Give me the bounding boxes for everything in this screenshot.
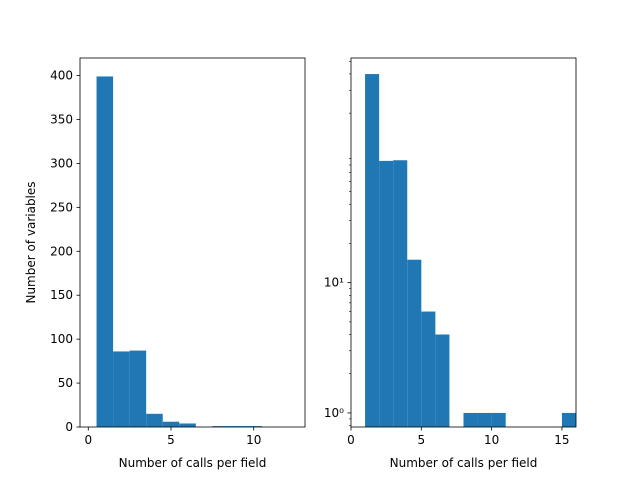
x-tick-label: 0	[347, 433, 355, 447]
histogram-bar	[146, 413, 163, 427]
histogram-bar	[162, 421, 180, 427]
x-tick-label: 5	[167, 433, 175, 447]
histogram-bar	[179, 423, 196, 427]
y-tick-label: 0	[65, 420, 73, 434]
histogram-bar	[129, 350, 147, 427]
x-tick-label: 5	[417, 433, 425, 447]
histogram-bar	[477, 412, 492, 427]
histogram-bar	[245, 426, 262, 427]
histogram-bar	[421, 311, 436, 427]
x-tick-label: 0	[84, 433, 92, 447]
histogram-log-panel: 0 5 10 15 10⁰ 10¹ Number of calls per field	[324, 57, 577, 470]
y-tick-label: 350	[50, 113, 73, 127]
log-x-axis-label: Number of calls per field	[390, 456, 538, 470]
linear-x-axis-label: Number of calls per field	[119, 456, 267, 470]
y-tick-label: 150	[50, 288, 73, 302]
histogram-linear-panel: 0 5 10 0 50 100 150 200 250 300 350 400 Number of …	[24, 57, 306, 470]
histogram-bar	[407, 259, 422, 427]
y-tick-label: 100	[50, 332, 73, 346]
histogram-bar	[228, 426, 246, 427]
linear-y-axis-label: Number of variables	[24, 181, 38, 303]
y-tick-label: 10¹	[324, 276, 344, 290]
histogram-bar	[212, 426, 229, 427]
log-x-ticks: 0 5 10 15	[347, 427, 570, 447]
y-tick-label: 200	[50, 244, 73, 258]
histogram-bar	[435, 334, 450, 427]
y-tick-label: 400	[50, 69, 73, 83]
y-tick-label: 10⁰	[324, 406, 344, 420]
linear-x-ticks: 0 5 10	[84, 427, 261, 447]
x-tick-label: 10	[484, 433, 499, 447]
log-bars	[365, 74, 576, 427]
y-tick-label: 300	[50, 156, 73, 170]
linear-axes-frame	[79, 57, 306, 428]
y-tick-label: 250	[50, 200, 73, 214]
y-tick-label: 50	[58, 376, 73, 390]
histogram-bar	[365, 74, 380, 427]
histogram-bar	[393, 160, 408, 427]
histogram-bar	[113, 351, 130, 427]
histogram-bar	[96, 76, 114, 427]
histogram-bar	[561, 412, 576, 427]
log-y-ticks: 10⁰ 10¹	[324, 60, 351, 426]
x-tick-label: 10	[246, 433, 261, 447]
histogram-bar	[463, 412, 478, 427]
linear-y-ticks: 0 50 100 150 200 250 300 350 400	[50, 69, 80, 434]
linear-bars	[96, 76, 262, 427]
histogram-bar	[491, 412, 506, 427]
histogram-bar	[379, 160, 394, 427]
x-tick-label: 15	[554, 433, 569, 447]
log-axes-frame	[350, 57, 577, 428]
